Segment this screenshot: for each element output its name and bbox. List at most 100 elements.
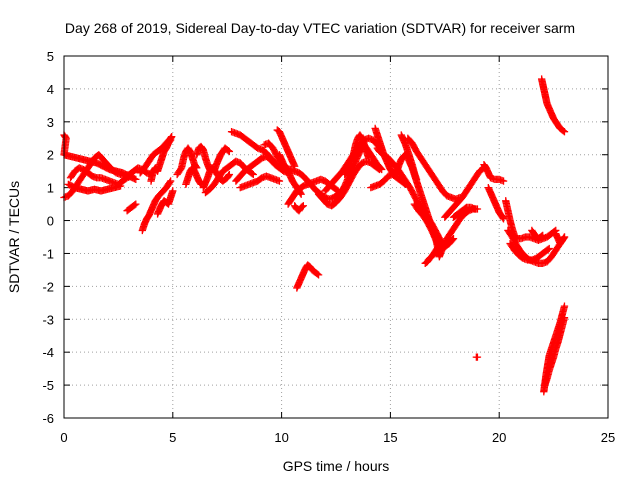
data-point [166,137,174,145]
data-point [225,170,234,179]
data-point [412,175,421,184]
data-point [473,353,482,361]
data-point [560,313,569,322]
data-point [225,147,234,156]
data-point [377,164,385,173]
data-point [297,190,305,198]
x-tick-label: 15 [383,430,397,445]
series-t17 [236,172,284,192]
data-point [560,233,569,241]
data-point [471,205,479,213]
x-axis-label: GPS time / hours [283,458,390,474]
data-point [433,244,442,252]
data-point [127,172,136,180]
data-point [225,171,233,180]
y-tick-label: 3 [47,115,54,130]
data-point [166,136,175,144]
series-t6 [138,177,175,235]
data-point [298,202,306,211]
y-tick-label: 1 [47,181,54,196]
data-point [249,170,257,179]
x-tick-label: 0 [60,430,67,445]
data-point [275,177,284,185]
series-t39 [484,183,508,223]
data-point [378,165,386,174]
series-t36 [449,203,479,221]
data-point [314,271,323,279]
data-point [333,186,341,194]
x-tick-label: 5 [169,430,176,445]
y-tick-label: -3 [42,312,54,327]
series-t14 [210,144,234,175]
data-point [499,215,508,223]
data-point [449,234,458,243]
y-tick-label: 2 [47,148,54,163]
series-t34 [421,243,442,267]
data-point [364,154,373,162]
series-t40 [502,197,560,244]
data-point [499,214,507,222]
data-point [313,270,322,278]
series-t9 [173,144,201,179]
series-t38 [480,160,508,185]
data-point [545,244,553,253]
data-point [275,164,284,172]
series-t1 [60,151,155,202]
series-t21 [284,175,342,208]
series-t42 [506,239,553,264]
data-point [176,165,185,173]
data-point [132,200,140,208]
data-point [248,170,256,178]
series-t4 [123,200,140,215]
series-t11 [193,142,214,174]
data-point [537,232,546,240]
data-point [448,235,457,244]
series-t3 [66,164,136,188]
data-point [560,302,569,310]
data-points [60,75,569,396]
data-point [132,175,140,184]
series-t22 [291,202,308,215]
series-t19 [273,126,299,170]
data-point [560,128,569,136]
data-point [168,132,176,141]
chart-title: Day 268 of 2019, Sidereal Day-to-day VTE… [65,20,575,36]
data-point [224,146,232,155]
x-tick-label: 10 [274,430,288,445]
series-t44 [552,230,569,248]
series-t37 [472,353,482,361]
series-t32 [404,134,464,203]
data-point [291,162,299,170]
y-tick-label: 4 [47,82,54,97]
series-t23 [293,261,323,292]
series-t45 [537,75,569,136]
data-point [544,245,552,253]
y-axis-label: SDTVAR / TECUs [6,181,22,293]
data-point [560,234,568,242]
y-tick-label: -2 [42,279,54,294]
data-point [299,202,308,210]
data-point [274,163,282,171]
series-t16 [232,152,284,185]
y-tick-label: 0 [47,214,54,229]
series-t10 [182,164,205,188]
y-tick-label: -4 [42,345,54,360]
y-tick-label: -5 [42,378,54,393]
x-tick-label: 25 [601,430,615,445]
data-point [166,177,175,185]
y-tick-label: 5 [47,49,54,64]
series-t47 [541,313,569,389]
plot-frame [63,55,609,419]
data-point [539,231,547,240]
data-point [131,201,139,209]
data-point [499,177,508,185]
series-t43 [528,226,547,243]
data-point [559,127,568,135]
series-t2 [64,180,125,195]
data-point [169,187,177,195]
y-tick-label: -6 [42,411,54,426]
y-tick-label: -1 [42,246,54,261]
series-t35 [441,164,488,221]
